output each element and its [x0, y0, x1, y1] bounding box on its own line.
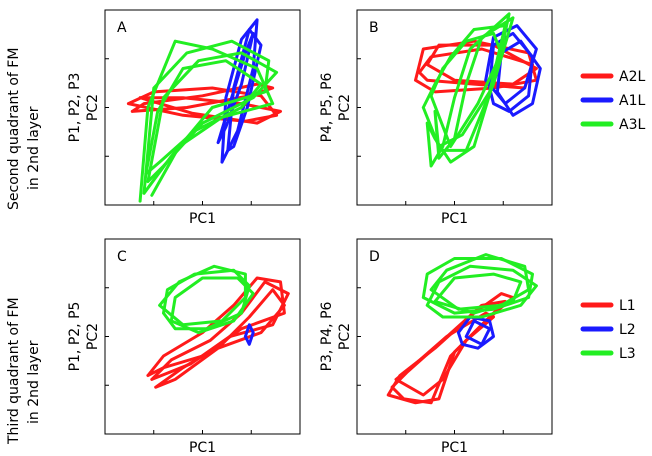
series-2-loop-1	[425, 264, 538, 319]
legend-bottom: L1 L2 L3	[580, 298, 636, 362]
x-axis-label: PC1	[441, 211, 468, 227]
y-axis-label-line-1: P3, P4, P6	[319, 301, 335, 371]
y-axis-label-line-2: PC2	[337, 323, 353, 350]
legend-label-2: A3L	[619, 117, 645, 133]
panel-c: C PC1 P1, P2, P5 PC2	[67, 238, 301, 456]
panel-letter: A	[117, 20, 127, 36]
y-axis-label-line-1: P1, P2, P5	[67, 302, 83, 372]
panel-d: D PC1 P3, P4, P6 PC2	[319, 238, 553, 456]
panel-b: B PC1 P4, P5, P6 PC2	[319, 9, 553, 227]
y-axis-label-line-2: PC2	[85, 323, 101, 350]
plot-frame	[356, 9, 553, 206]
y-axis-label-line-1: P1, P2, P3	[67, 73, 83, 143]
series-1-loop-0	[243, 323, 255, 346]
series-2-loop-2	[146, 51, 279, 184]
series-0-loop-2	[425, 43, 538, 86]
y-axis-label-line-2: PC2	[337, 94, 353, 121]
series-0-loop-2	[154, 288, 286, 389]
series-0-loop-2	[394, 311, 495, 397]
panel-a: A PC1 P1, P2, P3 PC2	[67, 9, 301, 227]
legend-top: A2L A1L A3L	[580, 69, 645, 133]
series-2-loop-2	[158, 264, 247, 327]
series-0-loop-2	[138, 96, 282, 125]
legend-label-0: A2L	[619, 69, 645, 85]
x-axis-label: PC1	[189, 440, 216, 456]
legend-label-0: L1	[619, 298, 636, 314]
legend-label-1: A1L	[619, 93, 645, 109]
row-label-2-line-1: Third quadrant of FM	[6, 297, 22, 445]
panel-letter: D	[369, 249, 380, 265]
panel-letter: B	[369, 20, 379, 36]
y-axis-label-line-2: PC2	[85, 94, 101, 121]
row-label-1-line-1: Second quadrant of FM	[6, 48, 22, 210]
plot-frame	[104, 238, 301, 435]
row-label-1-line-2: in 2nd layer	[26, 106, 42, 190]
legend-label-1: L2	[619, 322, 636, 338]
legend-label-2: L3	[619, 346, 636, 362]
series-2-loop-3	[433, 272, 523, 315]
y-axis-label-line-1: P4, P5, P6	[319, 72, 335, 142]
x-axis-label: PC1	[441, 440, 468, 456]
panel-letter: C	[117, 249, 127, 265]
series-2-loop-3	[429, 31, 503, 148]
row-label-2-line-2: in 2nd layer	[26, 340, 42, 424]
series-2-loop-3	[144, 59, 263, 176]
x-axis-label: PC1	[189, 211, 216, 227]
series-1-loop-1	[464, 319, 492, 346]
series-0-loop-0	[146, 276, 286, 377]
series-2-loop-2	[429, 253, 531, 311]
